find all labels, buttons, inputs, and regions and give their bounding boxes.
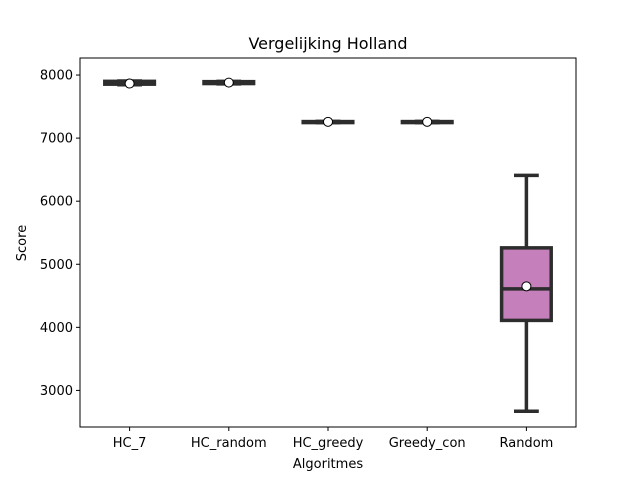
y-tick-label: 8000: [40, 69, 73, 84]
mean-marker: [521, 281, 532, 292]
x-tick-label: HC_random: [191, 436, 267, 451]
axes-frame: [79, 57, 577, 428]
chart-title: Vergelijking Holland: [248, 34, 407, 53]
mean-marker: [124, 78, 135, 89]
x-axis-label: Algoritmes: [293, 457, 363, 472]
mean-marker: [223, 77, 234, 88]
box-group: [301, 116, 355, 127]
y-axis-label: Score: [15, 225, 30, 261]
x-tick-label: HC_greedy: [293, 436, 364, 451]
plot-area: [103, 77, 553, 413]
y-tick-label: 3000: [40, 384, 73, 399]
mean-marker: [323, 116, 333, 127]
y-tick-label: 6000: [40, 195, 73, 210]
y-axis: 3000 4000 5000 6000 7000 8000: [40, 69, 80, 399]
box-group: [103, 78, 157, 89]
mean-marker: [422, 116, 433, 127]
y-tick-label: 4000: [40, 321, 73, 336]
y-tick-label: 7000: [40, 132, 73, 147]
x-tick-label: Random: [499, 436, 553, 451]
box-group: [400, 116, 454, 127]
x-tick-label: Greedy_con: [389, 436, 466, 451]
box-group: [202, 77, 256, 88]
x-axis: HC_7 HC_random HC_greedy Greedy_con Random: [113, 427, 553, 451]
x-tick-label: HC_7: [113, 436, 147, 451]
box-group: [499, 173, 553, 413]
y-tick-label: 5000: [40, 258, 73, 273]
